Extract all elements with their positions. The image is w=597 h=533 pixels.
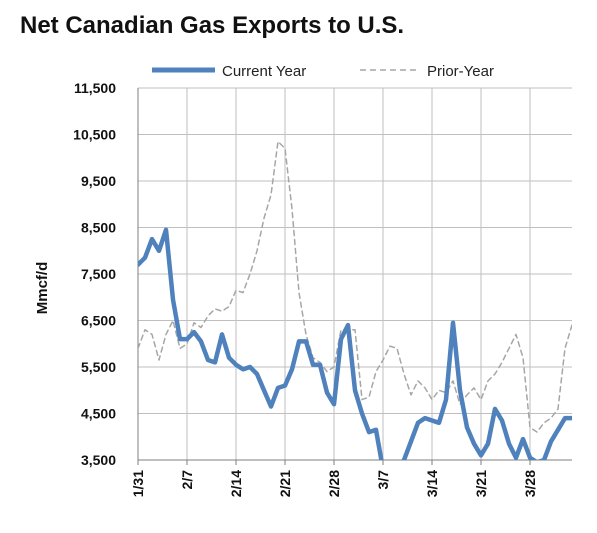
x-tick-label: 3/28 <box>522 470 538 497</box>
y-tick-label: 3,500 <box>81 452 116 468</box>
x-tick-label: 2/14 <box>228 470 244 497</box>
x-tick-label: 2/28 <box>326 470 342 497</box>
y-tick-label: 7,500 <box>81 266 116 282</box>
x-tick-label: 2/7 <box>179 470 195 490</box>
series <box>138 140 572 460</box>
legend: Current Year Prior-Year <box>152 63 494 80</box>
y-tick-label: 8,500 <box>81 220 116 236</box>
x-tick-labels: 1/31 2/7 2/14 2/21 2/28 3/7 3/14 3/21 3/28 <box>130 470 538 497</box>
gridlines <box>137 87 572 461</box>
x-tick-label: 3/7 <box>375 470 391 490</box>
y-tick-label: 9,500 <box>81 173 116 189</box>
y-tick-labels: 11,500 10,500 9,500 8,500 7,500 6,500 5,500 4,5… <box>73 80 116 468</box>
y-tick-label: 5,500 <box>81 359 116 375</box>
axes <box>137 88 572 465</box>
x-tick-label: 3/14 <box>424 470 440 497</box>
y-tick-label: 6,500 <box>81 313 116 329</box>
x-tick-label: 3/21 <box>473 470 489 497</box>
y-tick-label: 11,500 <box>74 80 116 96</box>
legend-label-prior-year: Prior-Year <box>427 63 494 80</box>
series-line-current-year <box>138 227 572 460</box>
legend-label-current-year: Current Year <box>222 63 306 80</box>
x-tick-label: 1/31 <box>130 470 146 497</box>
chart-title: Net Canadian Gas Exports to U.S. <box>20 12 405 39</box>
y-tick-label: 10,500 <box>73 127 116 143</box>
y-tick-label: 4,500 <box>81 406 116 422</box>
series-line-prior-year <box>138 140 572 433</box>
y-axis-label: Mmcf/d <box>34 262 51 315</box>
x-tick-label: 2/21 <box>277 470 293 497</box>
